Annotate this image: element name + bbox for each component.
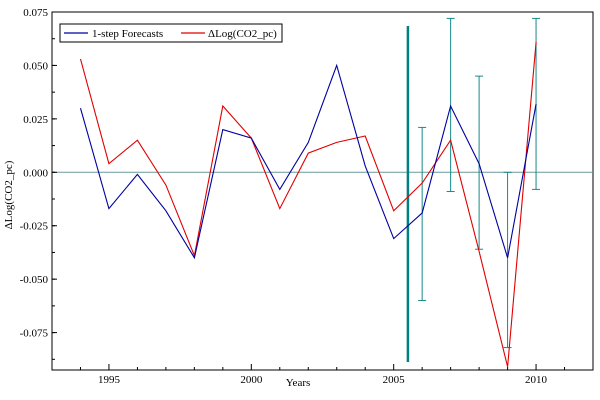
x-axis-label: Years: [286, 377, 311, 389]
x-tick-label: 2005: [383, 374, 406, 386]
plot-border: [51, 11, 594, 371]
y-tick-label: 0.050: [23, 60, 48, 72]
series-line-co2: [79, 41, 537, 367]
y-tick-label: -0.025: [20, 221, 49, 233]
error-bar: [503, 171, 512, 349]
error-bar: [418, 126, 427, 302]
y-tick-label: -0.075: [20, 328, 49, 340]
legend: 1-step Forecasts ΔLog(CO2_pc): [59, 23, 283, 43]
legend-box: [59, 23, 283, 43]
series-lines: [79, 41, 537, 367]
plot-area: [51, 11, 594, 371]
x-tick-label: 1995: [98, 374, 121, 386]
legend-label-co2: ΔLog(CO2_pc): [208, 28, 277, 40]
y-tick-label: 0.025: [23, 114, 48, 126]
y-tick-label: -0.050: [20, 274, 49, 286]
axes: 0.075 0.050 0.025 0.000 -0.025 -0.050 -0.075 19…: [20, 7, 594, 386]
y-tick-label: 0.000: [23, 167, 48, 179]
x-tick-label: 2010: [525, 374, 548, 386]
series-line-forecasts: [79, 63, 537, 260]
x-tick-label: 2000: [240, 374, 263, 386]
legend-label-forecasts: 1-step Forecasts: [92, 28, 163, 40]
y-tick-label: 0.075: [23, 7, 48, 19]
y-axis-label: ΔLog(CO2_pc): [3, 160, 15, 229]
